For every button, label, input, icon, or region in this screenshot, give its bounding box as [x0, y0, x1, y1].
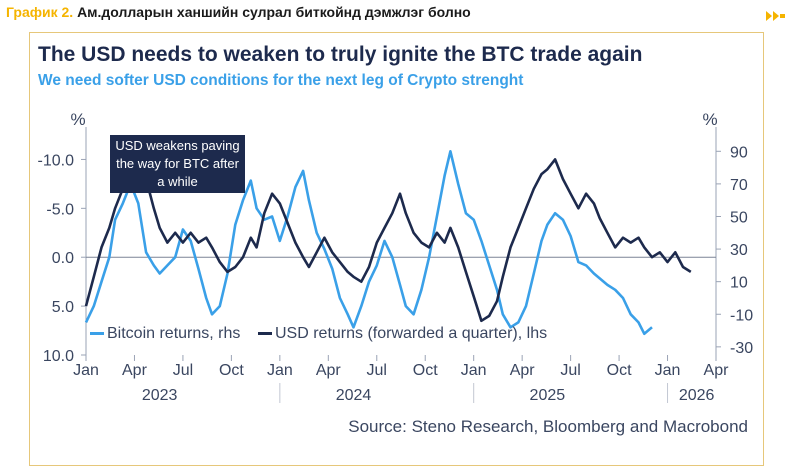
legend-btc-label: Bitcoin returns, rhs: [107, 325, 240, 342]
usd-returns-line: [84, 153, 692, 323]
right-tick-label: 90: [730, 144, 748, 161]
x-tick-label: Jul: [367, 362, 387, 379]
right-tick-label: -30: [730, 340, 753, 357]
left-tick-label: 0.0: [52, 250, 74, 267]
arrow-icon: [766, 11, 785, 21]
chart-frame: [29, 32, 764, 466]
figure-caption: Ам.долларын ханшийн сулрал биткойнд дэмж…: [77, 4, 471, 20]
right-tick-label: 30: [730, 242, 748, 259]
year-label: 2024: [336, 387, 372, 404]
right-axis-unit: %: [702, 110, 717, 129]
x-tick-label: Apr: [704, 362, 730, 379]
x-tick-label: Jul: [173, 362, 193, 379]
annotation-text: USD weakens paving: [115, 138, 239, 153]
right-tick-label: -10: [730, 307, 753, 324]
annotation-text: the way for BTC after: [116, 156, 239, 171]
legend-usd-label: USD returns (forwarded a quarter), lhs: [275, 325, 547, 342]
source-note: Source: Steno Research, Bloomberg and Ma…: [348, 417, 748, 436]
annotation-box: [110, 135, 245, 193]
x-tick-label: Oct: [219, 362, 244, 379]
x-tick-label: Jan: [267, 362, 293, 379]
right-tick-label: 10: [730, 275, 748, 292]
chart-title: The USD needs to weaken to truly ignite …: [38, 43, 643, 66]
legend-btc-swatch: [90, 332, 104, 335]
left-tick-label: 10.0: [43, 348, 74, 365]
x-tick-label: Apr: [316, 362, 342, 379]
x-tick-label: Jan: [655, 362, 681, 379]
x-tick-label: Oct: [607, 362, 632, 379]
right-tick-label: 50: [730, 209, 748, 226]
figure-number: График 2.: [6, 4, 74, 20]
left-tick-label: -10.0: [38, 152, 75, 169]
year-label: 2023: [142, 387, 178, 404]
x-tick-label: Jan: [461, 362, 487, 379]
x-tick-label: Apr: [122, 362, 148, 379]
right-tick-label: 70: [730, 177, 748, 194]
left-tick-label: -5.0: [46, 201, 74, 218]
legend-usd-swatch: [258, 332, 272, 335]
x-tick-label: Oct: [413, 362, 438, 379]
chart-subtitle: We need softer USD conditions for the ne…: [38, 72, 524, 89]
left-tick-label: 5.0: [52, 299, 74, 316]
year-label: 2025: [530, 387, 566, 404]
x-tick-label: Jan: [73, 362, 99, 379]
year-label: 2026: [679, 387, 715, 404]
x-tick-label: Apr: [510, 362, 536, 379]
figure-header: График 2. Ам.долларын ханшийн сулрал бит…: [6, 4, 471, 20]
annotation-text: a while: [157, 174, 197, 189]
x-tick-label: Jul: [560, 362, 580, 379]
left-axis-unit: %: [70, 110, 85, 129]
